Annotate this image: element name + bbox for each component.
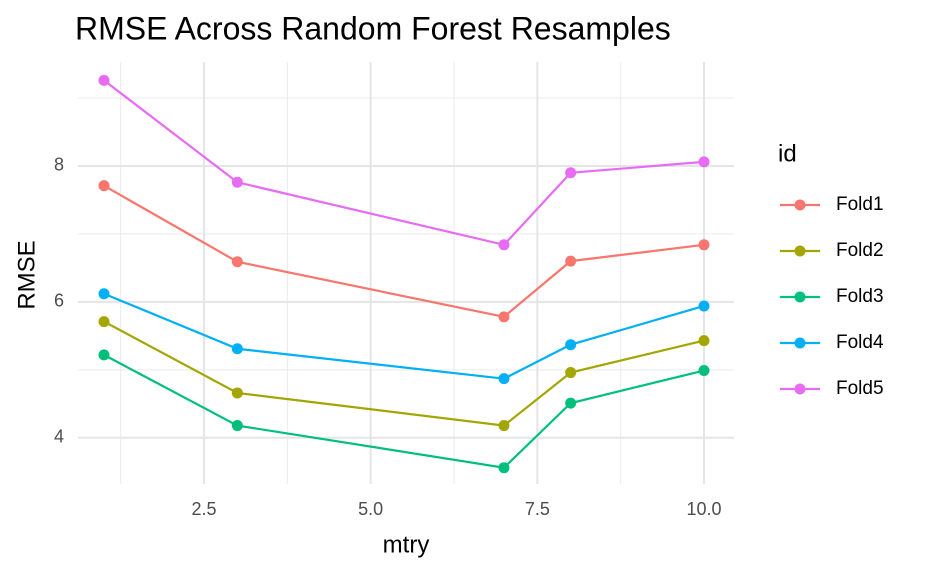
x-tick-label: 10.0 bbox=[686, 499, 721, 519]
data-point bbox=[98, 349, 110, 361]
data-point bbox=[98, 288, 110, 300]
data-point bbox=[498, 239, 510, 251]
legend-label: Fold5 bbox=[836, 378, 884, 399]
legend-label: Fold1 bbox=[836, 194, 884, 215]
x-tick-label: 2.5 bbox=[191, 499, 216, 519]
legend-title: id bbox=[778, 140, 797, 167]
data-point bbox=[498, 311, 510, 323]
data-point bbox=[98, 180, 110, 192]
legend-label: Fold2 bbox=[836, 240, 884, 261]
data-point bbox=[231, 420, 243, 432]
series-line bbox=[103, 292, 705, 380]
data-point bbox=[231, 256, 243, 268]
data-point bbox=[565, 367, 577, 379]
series-line bbox=[103, 353, 705, 469]
data-point bbox=[498, 420, 510, 432]
data-point bbox=[231, 387, 243, 399]
legend-key-point bbox=[794, 245, 806, 257]
chart-title: RMSE Across Random Forest Resamples bbox=[75, 10, 671, 46]
data-point bbox=[565, 255, 577, 267]
data-point bbox=[565, 339, 577, 351]
legend-key-point bbox=[794, 199, 806, 211]
series-line bbox=[103, 320, 705, 427]
x-tick-label: 7.5 bbox=[525, 499, 550, 519]
data-point bbox=[498, 462, 510, 474]
data-point bbox=[698, 300, 710, 312]
data-point bbox=[98, 316, 110, 328]
y-tick-label: 4 bbox=[54, 427, 64, 447]
x-axis-label: mtry bbox=[383, 531, 430, 558]
data-point bbox=[565, 397, 577, 409]
data-point bbox=[231, 176, 243, 188]
data-point bbox=[98, 74, 110, 86]
data-point bbox=[565, 167, 577, 179]
series-line bbox=[103, 184, 705, 319]
legend-key-point bbox=[794, 337, 806, 349]
series-line bbox=[103, 79, 705, 247]
y-tick-label: 8 bbox=[54, 155, 64, 175]
y-axis-label: RMSE bbox=[13, 240, 40, 309]
data-point bbox=[698, 335, 710, 347]
data-point bbox=[698, 156, 710, 168]
data-point bbox=[698, 365, 710, 377]
data-point bbox=[231, 343, 243, 355]
legend-key-point bbox=[794, 383, 806, 395]
legend-label: Fold4 bbox=[836, 332, 884, 353]
y-tick-label: 6 bbox=[54, 291, 64, 311]
x-tick-label: 5.0 bbox=[358, 499, 383, 519]
legend-label: Fold3 bbox=[836, 286, 884, 307]
data-point bbox=[698, 239, 710, 251]
legend-key-point bbox=[794, 291, 806, 303]
data-point bbox=[498, 373, 510, 385]
